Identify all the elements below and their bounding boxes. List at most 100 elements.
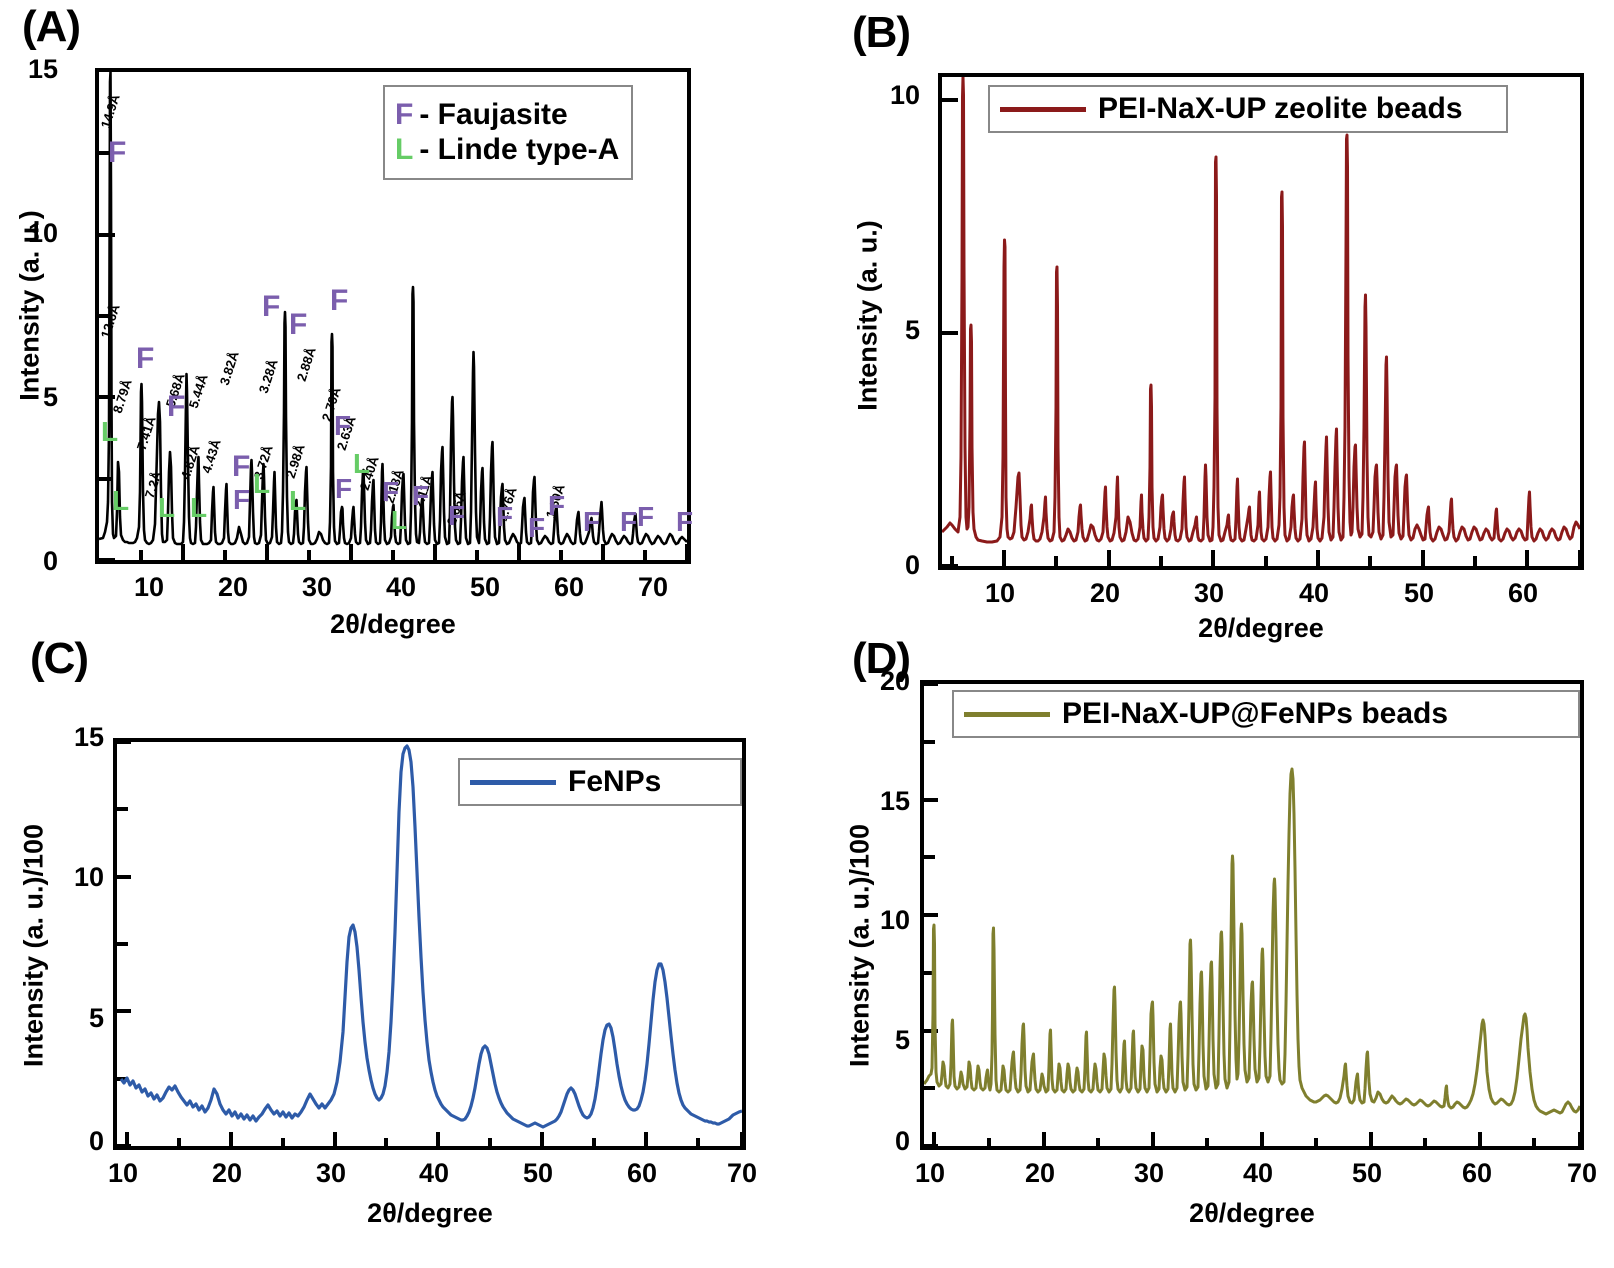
panel-d-xtick-40: 40: [1242, 1158, 1274, 1188]
panel-c-ytick-15: 15: [73, 722, 104, 752]
panel-d-xtick-10: 10: [914, 1158, 946, 1188]
panel-b-plot-area: [938, 73, 1584, 570]
panel-a-ytick-15: 15: [27, 54, 58, 84]
panel-a-marker-f-11: F: [382, 476, 400, 507]
panel-c-xtick-40: 40: [418, 1158, 450, 1188]
linde-label: - Linde type-A: [419, 132, 620, 166]
panel-c-legend-label: FeNPs: [568, 764, 662, 798]
panel-b-legend-label: PEI-NaX-UP zeolite beads: [1098, 91, 1463, 125]
panel-a-legend-row-faujasite: F - Faujasite: [395, 98, 621, 133]
panel-a-marker-l-7: L: [353, 448, 371, 479]
panel-a-marker-f-14: F: [496, 501, 514, 532]
panel-d-x-axis-label: 2θ/degree: [1189, 1198, 1315, 1228]
panel-a-xtick-60: 60: [553, 572, 585, 602]
panel-d-ytick-20: 20: [879, 666, 910, 696]
panel-b-xtick-60: 60: [1507, 578, 1539, 608]
panel-d-label: (D): [852, 634, 911, 683]
panel-d-xtick-60: 60: [1461, 1158, 1493, 1188]
panel-a-marker-l-2: L: [112, 485, 130, 516]
panel-b-legend: PEI-NaX-UP zeolite beads: [988, 85, 1508, 133]
panel-a-x-axis-label: 2θ/degree: [330, 609, 456, 639]
panel-a-legend: F - Faujasite L - Linde type-A: [383, 85, 633, 180]
panel-b-legend-line-swatch: [1000, 106, 1086, 112]
panel-a-marker-f-19: F: [637, 501, 655, 532]
panel-c-xtick-70: 70: [726, 1158, 758, 1188]
panel-a-marker-l-6: L: [289, 485, 307, 516]
panel-c-ytick-5: 5: [88, 1003, 104, 1033]
panel-d-ytick-5: 5: [894, 1025, 910, 1055]
panel-b-xtick-30: 30: [1193, 578, 1225, 608]
panel-a-xtick-20: 20: [217, 572, 249, 602]
panel-b-x-axis-label: 2θ/degree: [1198, 613, 1324, 643]
panel-a-marker-f-1: F: [108, 136, 127, 169]
panel-c-xtick-20: 20: [211, 1158, 243, 1188]
panel-a-marker-l-3: L: [158, 492, 176, 523]
panel-a-marker-f-6: F: [262, 290, 281, 323]
panel-a-xtick-50: 50: [469, 572, 501, 602]
panel-a-xtick-70: 70: [637, 572, 669, 602]
panel-a-marker-f-20: F: [676, 506, 694, 537]
panel-a-marker-f-18: F: [620, 506, 638, 537]
panel-c-legend: FeNPs: [458, 758, 742, 806]
panel-a-ytick-5: 5: [42, 382, 58, 412]
panel-b-xrd-trace-svg: [942, 77, 1580, 566]
panel-a-xrd-trace-svg: [99, 72, 687, 560]
panel-d-xtick-30: 30: [1133, 1158, 1165, 1188]
panel-c-xtick-60: 60: [626, 1158, 658, 1188]
panel-a-marker-f-2: F: [136, 342, 155, 375]
panel-a-ytick-0: 0: [42, 546, 58, 576]
panel-d-legend-row: PEI-NaX-UP@FeNPs beads: [964, 697, 1568, 732]
panel-c-y-axis-label: Intensity (a. u.)/100: [18, 823, 49, 1068]
faujasite-glyph: F: [395, 98, 414, 132]
linde-glyph: L: [395, 132, 414, 166]
panel-a-marker-f-8: F: [330, 284, 349, 317]
panel-d-ytick-15: 15: [879, 786, 910, 816]
panel-c-xtick-10: 10: [107, 1158, 139, 1188]
panel-a-marker-f-7: F: [289, 308, 308, 341]
panel-d-xtick-50: 50: [1351, 1158, 1383, 1188]
panel-a-xtick-10: 10: [133, 572, 165, 602]
panel-c-xrd-trace-svg: [117, 742, 742, 1146]
panel-c-ytick-0: 0: [88, 1126, 104, 1156]
panel-a-marker-l-5: L: [253, 468, 271, 499]
panel-c-x-axis-label: 2θ/degree: [367, 1198, 493, 1228]
panel-b-xtick-40: 40: [1298, 578, 1330, 608]
panel-c-label: (C): [30, 634, 89, 683]
panel-b-y-axis-label: Intensity (a. u.): [852, 220, 883, 411]
panel-c-legend-row: FeNPs: [470, 765, 730, 800]
panel-d-xrd-trace-svg: [924, 684, 1580, 1146]
panel-d-legend: PEI-NaX-UP@FeNPs beads: [952, 690, 1580, 738]
panel-a-marker-l-4: L: [190, 492, 208, 523]
panel-a-marker-l-1: L: [101, 416, 119, 447]
panel-b-legend-row: PEI-NaX-UP zeolite beads: [1000, 92, 1496, 127]
panel-a-xtick-30: 30: [301, 572, 333, 602]
panel-d-xtick-70: 70: [1566, 1158, 1598, 1188]
panel-a-marker-f-12: F: [412, 480, 430, 511]
panel-a-marker-f-4: F: [232, 450, 251, 483]
panel-d-legend-label: PEI-NaX-UP@FeNPs beads: [1062, 696, 1449, 730]
panel-b-xtick-20: 20: [1089, 578, 1121, 608]
panel-d-plot-area: [920, 680, 1584, 1150]
panel-a-marker-f-9: F: [334, 410, 352, 441]
panel-c-legend-line-swatch: [470, 779, 556, 785]
panel-b-ytick-5: 5: [904, 315, 920, 345]
panel-a-marker-f-3: F: [167, 390, 186, 423]
panel-b-ytick-0: 0: [904, 550, 920, 580]
panel-b-xtick-50: 50: [1403, 578, 1435, 608]
panel-d-ytick-0: 0: [894, 1126, 910, 1156]
panel-b-ytick-10: 10: [889, 80, 920, 110]
panel-a-marker-f-10: F: [335, 473, 353, 504]
panel-d-legend-line-swatch: [964, 711, 1050, 717]
panel-c-plot-area: [113, 738, 746, 1150]
panel-d-ytick-10: 10: [879, 905, 910, 935]
panel-a-xtick-40: 40: [385, 572, 417, 602]
panel-b-xtick-10: 10: [984, 578, 1016, 608]
panel-c-ytick-10: 10: [73, 862, 104, 892]
panel-a-marker-f-16: F: [548, 490, 566, 521]
panel-b-label: (B): [852, 8, 911, 57]
panel-d-y-axis-label: Intensity (a. u.)/100: [844, 823, 875, 1068]
panel-a-marker-f-13: F: [448, 500, 466, 531]
panel-a-legend-row-linde: L - Linde type-A: [395, 133, 621, 168]
panel-a-ytick-10: 10: [27, 218, 58, 248]
